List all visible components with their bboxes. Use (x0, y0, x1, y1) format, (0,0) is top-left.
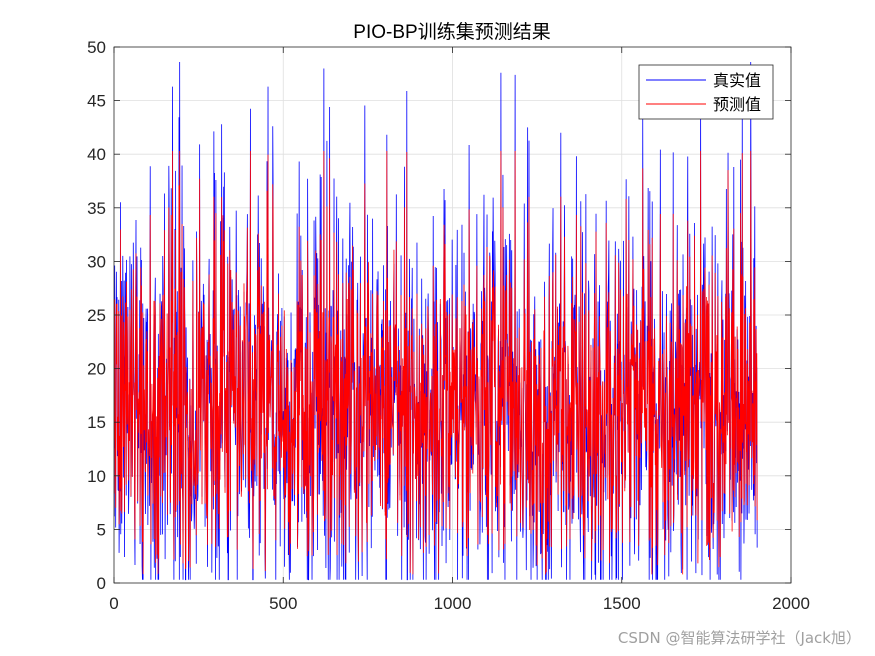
legend-label-pred: 预测值 (713, 95, 761, 114)
y-tick-label: 5 (97, 520, 106, 539)
ticks: 0 500 1000 1500 2000 0 5 10 15 20 25 30 35 40 45 50 (87, 38, 810, 613)
chart-title: PIO-BP训练集预测结果 (353, 21, 550, 43)
y-tick-label: 15 (87, 413, 106, 432)
legend-box (638, 64, 774, 120)
x-tick-label: 1000 (434, 594, 472, 613)
y-tick-label: 20 (87, 360, 106, 379)
y-tick-label: 40 (87, 145, 106, 164)
y-tick-label: 35 (87, 199, 106, 218)
legend-label-true: 真实值 (713, 71, 761, 90)
y-tick-label: 25 (87, 306, 106, 325)
series-layer (113, 62, 758, 581)
x-tick-label: 2000 (772, 594, 810, 613)
x-tick-label: 1500 (603, 594, 641, 613)
legend: 真实值 预测值 (638, 64, 774, 120)
y-tick-label: 0 (97, 574, 106, 593)
y-tick-label: 45 (87, 92, 106, 111)
y-tick-label: 50 (87, 38, 106, 57)
watermark: CSDN @智能算法研学社（Jack旭） (617, 629, 861, 647)
x-tick-label: 500 (269, 594, 297, 613)
y-tick-label: 30 (87, 252, 106, 271)
x-tick-label: 0 (109, 594, 118, 613)
series-pred-line (113, 150, 758, 575)
y-tick-label: 10 (87, 467, 106, 486)
